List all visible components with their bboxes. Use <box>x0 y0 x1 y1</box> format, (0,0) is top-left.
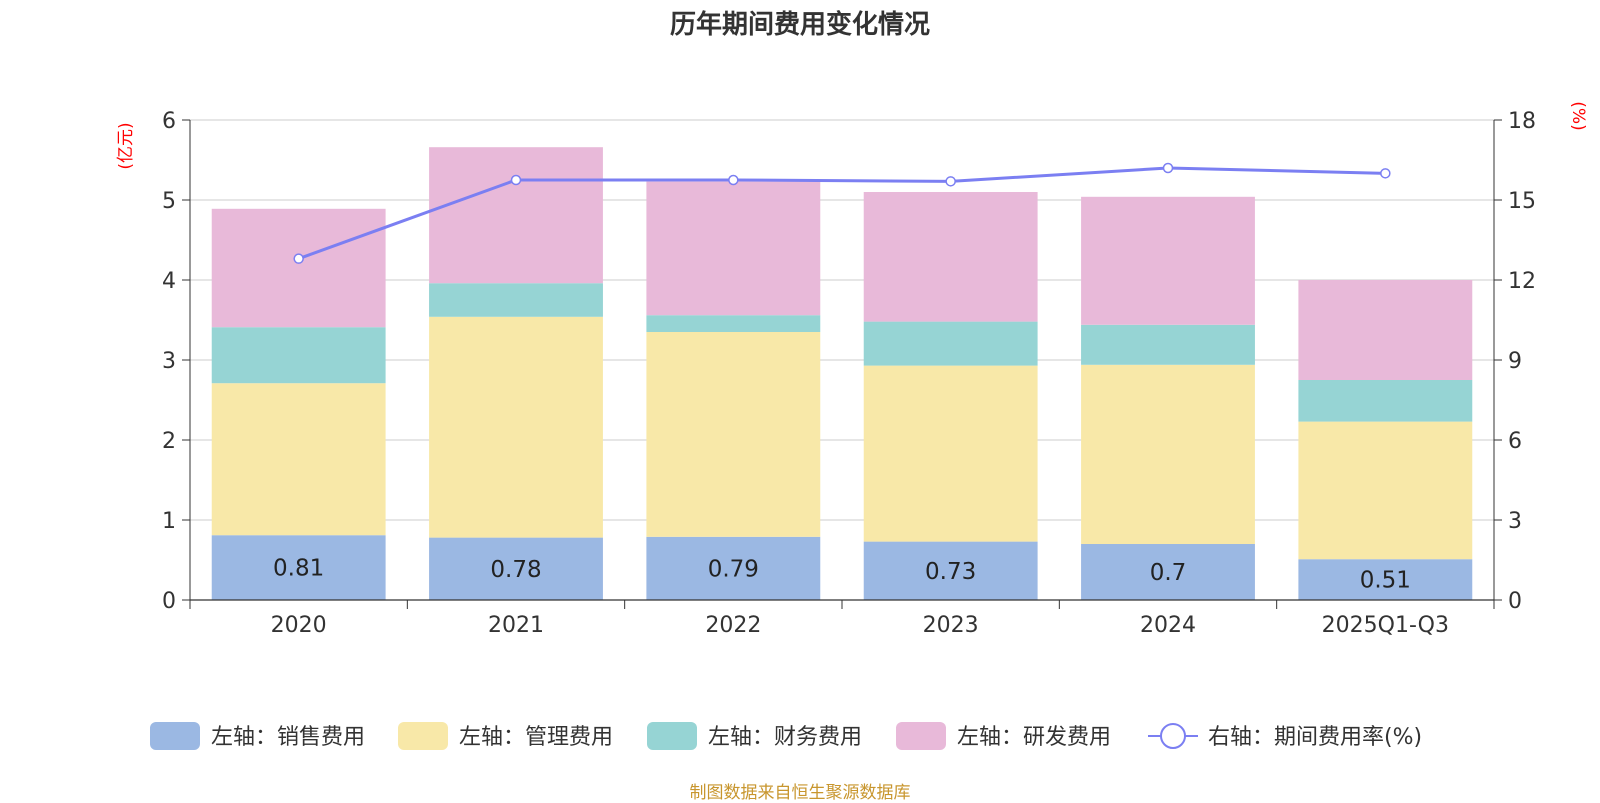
bar-segment <box>863 365 1038 542</box>
bar-segment <box>1298 280 1473 380</box>
chart-title: 历年期间费用变化情况 <box>670 9 930 40</box>
bar-segment <box>1081 324 1255 365</box>
left-tick-label: 3 <box>162 349 176 374</box>
right-tick-label: 3 <box>1508 509 1522 534</box>
x-tick-label: 2022 <box>705 613 761 638</box>
bar-segment <box>863 321 1038 366</box>
bar-segment <box>646 181 821 316</box>
grid-lines <box>190 119 1494 521</box>
rate-line-point <box>293 253 304 264</box>
bar-segment <box>429 147 603 284</box>
rate-line-point <box>510 174 522 186</box>
rate-line-point <box>1162 162 1174 174</box>
legend-swatch <box>896 722 946 750</box>
bar-data-label: 0.79 <box>708 556 759 582</box>
x-tick-label: 2021 <box>488 613 544 638</box>
x-tick-label: 2025Q1-Q3 <box>1322 613 1449 638</box>
bar-segment <box>211 208 386 328</box>
bar-segment <box>211 535 386 600</box>
left-tick-label: 1 <box>162 509 176 534</box>
bar-segment <box>1081 364 1255 544</box>
bar-segment <box>1298 380 1473 422</box>
bar-stacks <box>211 147 1473 600</box>
bar-segment <box>429 537 603 600</box>
bar-data-label: 0.81 <box>273 556 324 582</box>
bar-segment <box>1081 544 1255 600</box>
data-labels: 0.81 0.78 0.79 0.73 0.7 0.51 <box>273 556 1411 594</box>
legend-label: 左轴：财务费用 <box>708 725 862 750</box>
left-axis-unit: (亿元) <box>116 122 136 169</box>
rate-line-point <box>1380 168 1391 179</box>
legend-label: 右轴：期间费用率(%) <box>1208 725 1422 750</box>
left-tick-label: 5 <box>162 189 176 214</box>
bar-segment <box>646 536 821 600</box>
bar-segment <box>646 332 821 537</box>
left-tick-label: 2 <box>162 429 176 454</box>
bar-segment <box>1298 421 1473 560</box>
source-note: 制图数据来自恒生聚源数据库 <box>689 783 911 803</box>
right-tick-label: 6 <box>1508 429 1522 454</box>
bar-segment <box>1298 559 1473 600</box>
bar-data-label: 0.51 <box>1360 568 1411 594</box>
legend-label: 左轴：销售费用 <box>211 725 365 750</box>
bar-segment <box>211 327 386 384</box>
right-axis-unit: (%) <box>1568 101 1588 130</box>
legend-swatch <box>398 722 448 750</box>
legend-label: 左轴：管理费用 <box>459 725 613 750</box>
legend-label: 左轴：研发费用 <box>957 725 1111 750</box>
expense-rate-line <box>293 162 1391 264</box>
bar-segment <box>863 192 1038 322</box>
right-tick-label: 0 <box>1508 589 1522 614</box>
bar-segment <box>646 315 821 332</box>
right-tick-label: 12 <box>1508 269 1536 294</box>
bar-data-label: 0.73 <box>925 559 976 585</box>
left-tick-label: 6 <box>162 109 176 134</box>
right-tick-label: 9 <box>1508 349 1522 374</box>
bar-data-label: 0.7 <box>1150 560 1187 586</box>
right-tick-label: 18 <box>1508 109 1536 134</box>
rate-line-path <box>298 166 1386 261</box>
x-tick-label: 2024 <box>1140 613 1196 638</box>
x-tick-label: 2023 <box>923 613 979 638</box>
legend-line-marker <box>1160 723 1186 749</box>
bar-segment <box>429 316 603 538</box>
rate-line-point <box>945 176 956 187</box>
legend: 左轴：销售费用 左轴：管理费用 左轴：财务费用 左轴：研发费用 右轴：期间费用率(%) <box>150 722 1422 750</box>
bar-data-label: 0.78 <box>490 557 541 583</box>
bar-segment <box>211 383 386 536</box>
x-tick-label: 2020 <box>271 613 327 638</box>
bar-segment <box>429 283 603 317</box>
rate-line-point <box>728 174 739 186</box>
left-tick-label: 4 <box>162 269 176 294</box>
bar-segment <box>863 541 1038 600</box>
bar-segment <box>1081 196 1255 325</box>
left-tick-label: 0 <box>162 589 176 614</box>
right-tick-label: 15 <box>1508 189 1536 214</box>
legend-swatch <box>647 722 697 750</box>
legend-swatch <box>150 722 200 750</box>
